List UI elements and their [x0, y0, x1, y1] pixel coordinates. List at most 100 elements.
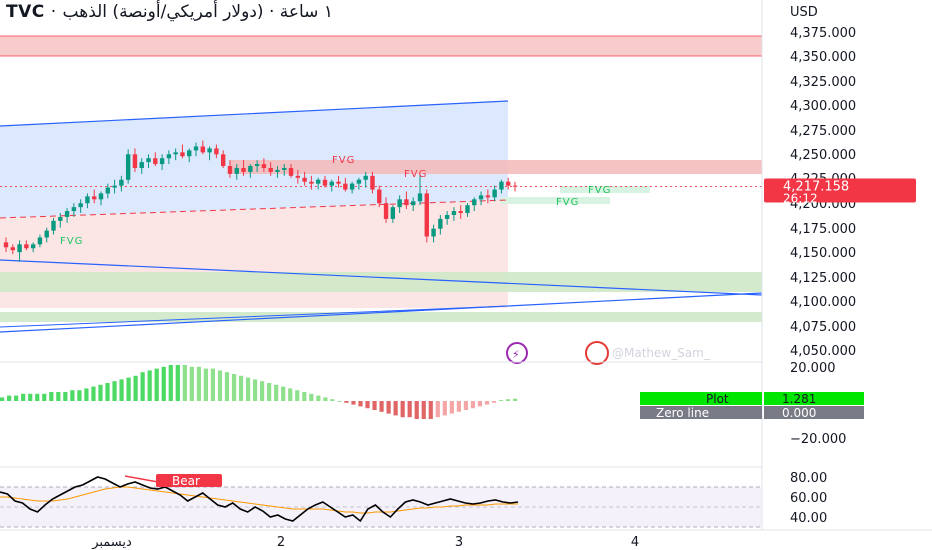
candle-body[interactable] [478, 195, 484, 200]
oscillator-bar [182, 365, 187, 401]
candle-body[interactable] [302, 177, 307, 182]
candle-body[interactable] [424, 193, 429, 237]
candle-body[interactable] [349, 183, 355, 190]
candle-body[interactable] [37, 237, 43, 245]
candle-body[interactable] [220, 154, 226, 167]
candle-body[interactable] [180, 152, 185, 157]
candle-body[interactable] [44, 230, 49, 238]
candle-body[interactable] [370, 175, 375, 190]
candle-body[interactable] [268, 168, 273, 172]
candle-body[interactable] [444, 214, 450, 219]
oscillator-bar [119, 379, 124, 401]
candle-body[interactable] [10, 247, 15, 251]
candle-body[interactable] [322, 179, 328, 186]
candle-body[interactable] [227, 166, 233, 174]
candle-body[interactable] [506, 181, 511, 186]
bolt-icon[interactable] [506, 342, 528, 364]
candle-body[interactable] [404, 199, 409, 206]
oscillator-bar [267, 383, 272, 401]
oscillator-bar [133, 375, 138, 401]
candle-body[interactable] [254, 164, 260, 167]
candle-body[interactable] [288, 168, 294, 176]
candle-body[interactable] [98, 193, 104, 200]
candle-body[interactable] [85, 196, 90, 204]
candle-body[interactable] [315, 179, 321, 184]
candle-body[interactable] [132, 154, 138, 169]
candle-body[interactable] [193, 146, 199, 151]
candle-body[interactable] [200, 146, 206, 153]
candle-body[interactable] [411, 201, 416, 206]
candle-body[interactable] [275, 169, 280, 172]
candle-body[interactable] [214, 148, 219, 155]
candle-body[interactable] [397, 199, 402, 208]
candle-body[interactable] [146, 158, 151, 163]
candle-body[interactable] [485, 195, 491, 198]
channel-mid-line [0, 199, 509, 219]
oscillator-bar [491, 401, 497, 403]
author-avatar-icon[interactable] [585, 341, 609, 365]
candle-body[interactable] [248, 166, 253, 172]
oscillator-bar [140, 372, 145, 401]
candle-body[interactable] [64, 211, 70, 217]
oscillator-bar [147, 370, 152, 401]
candle-body[interactable] [438, 218, 443, 229]
price-tick-label: 4,350.000 [790, 50, 856, 65]
candle-body[interactable] [3, 242, 9, 248]
rsi-tick-label: 60.00 [790, 491, 827, 506]
oscillator-bar [161, 366, 166, 401]
channel-upper-area [0, 101, 508, 218]
candle-body[interactable] [166, 154, 172, 159]
candle-body[interactable] [261, 164, 267, 169]
candle-body[interactable] [329, 181, 334, 186]
candle-body[interactable] [363, 175, 368, 180]
candle-body[interactable] [309, 181, 314, 184]
candle-body[interactable] [58, 216, 63, 221]
candle-body[interactable] [207, 148, 212, 153]
candle-body[interactable] [105, 187, 110, 194]
candle-body[interactable] [51, 220, 56, 231]
candle-body[interactable] [295, 175, 301, 178]
candle-body[interactable] [458, 211, 463, 214]
candle-body[interactable] [159, 158, 165, 165]
candle-body[interactable] [377, 189, 382, 204]
candle-body[interactable] [451, 211, 457, 215]
candle-body[interactable] [119, 179, 124, 186]
candle-body[interactable] [512, 185, 518, 187]
candle-body[interactable] [112, 185, 117, 188]
candle-body[interactable] [336, 181, 341, 184]
candle-body[interactable] [92, 196, 97, 200]
candle-body[interactable] [383, 203, 389, 219]
demand-zone-2 [0, 312, 762, 322]
oscillator-bar [456, 401, 461, 412]
candle-body[interactable] [125, 154, 131, 180]
candle-body[interactable] [343, 183, 348, 190]
candle-body[interactable] [472, 199, 477, 206]
price-tick-label: 4,325.000 [790, 75, 856, 90]
oscillator-bar [112, 381, 117, 401]
symbol-label[interactable]: TVC [6, 2, 45, 22]
candle-body[interactable] [417, 193, 423, 202]
candle-body[interactable] [173, 152, 178, 155]
candle-body[interactable] [465, 205, 470, 214]
candle-body[interactable] [139, 162, 144, 169]
last-price-label: 4,217.158 [783, 179, 849, 194]
candle-body[interactable] [492, 189, 497, 198]
bear-divergence-line [124, 475, 159, 483]
candle-body[interactable] [78, 203, 83, 208]
candle-body[interactable] [241, 168, 246, 172]
candle-body[interactable] [390, 207, 396, 219]
oscillator-bar [77, 390, 82, 401]
candle-body[interactable] [234, 168, 239, 174]
candle-body[interactable] [356, 179, 362, 184]
candle-body[interactable] [17, 244, 22, 253]
candle-body[interactable] [30, 244, 36, 249]
candle-body[interactable] [282, 168, 287, 170]
candle-body[interactable] [153, 158, 158, 165]
candle-body[interactable] [431, 228, 436, 237]
candle-body[interactable] [24, 244, 29, 249]
candle-body[interactable] [187, 150, 192, 157]
candle-body[interactable] [499, 181, 504, 190]
candle-body[interactable] [71, 207, 77, 212]
oscillator-bar [337, 401, 342, 402]
